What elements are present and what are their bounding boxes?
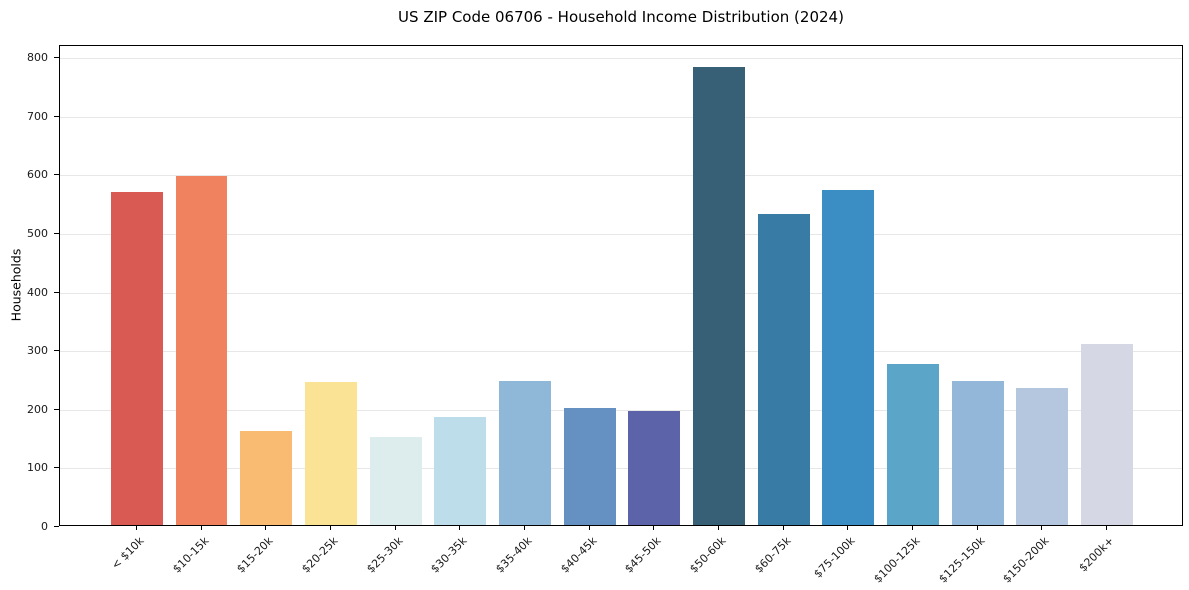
gridline-y600: [60, 175, 1182, 177]
x-tick-mark: [135, 526, 137, 530]
y-tick-mark: [54, 174, 59, 176]
x-tick-mark: [200, 526, 202, 530]
y-tick-label: 300: [27, 344, 48, 358]
y-tick-mark: [54, 350, 59, 352]
x-tick-mark: [718, 526, 719, 530]
y-tick-mark: [54, 57, 59, 58]
bar-$40-45k: [563, 407, 616, 525]
x-tick-mark: [523, 526, 525, 530]
x-tick-mark: [976, 526, 978, 530]
gridline-y200: [60, 409, 1182, 411]
bar-$10-15k: [175, 176, 228, 525]
y-tick-label: 700: [27, 109, 48, 123]
bar-$200k+: [1081, 344, 1133, 525]
bar-$50-60k: [693, 66, 745, 525]
y-tick-label: 0: [41, 520, 48, 533]
y-tick-label: 500: [27, 226, 48, 240]
gridline-y300: [60, 351, 1182, 353]
y-tick-label: 400: [27, 285, 48, 299]
x-tick-mark: [329, 526, 331, 530]
y-tick-label: 100: [27, 461, 48, 475]
bar-$45-50k: [628, 410, 681, 525]
y-tick-mark: [54, 526, 59, 527]
y-tick-label: 600: [27, 168, 48, 182]
bar-$100-125k: [887, 364, 939, 525]
y-tick-mark: [54, 232, 59, 234]
bar-$25-30k: [369, 437, 422, 525]
gridline-y400: [60, 292, 1182, 294]
chart-title: US ZIP Code 06706 - Household Income Dis…: [398, 8, 844, 26]
bar-$60-75k: [757, 214, 810, 525]
y-tick-mark: [54, 408, 59, 410]
gridline-y500: [60, 233, 1182, 235]
bar-$35-40k: [499, 381, 551, 525]
gridline-y100: [60, 468, 1182, 470]
y-tick-label: 800: [27, 51, 48, 64]
y-tick-mark: [54, 291, 59, 293]
x-tick-mark: [782, 526, 784, 530]
bar-$15-20k: [240, 431, 293, 525]
gridline-y700: [60, 116, 1182, 118]
x-tick-mark: [265, 526, 267, 530]
x-tick-mark: [847, 526, 849, 530]
x-tick-mark: [459, 526, 461, 530]
x-tick-mark: [1106, 526, 1108, 530]
bar-$75-100k: [822, 190, 875, 525]
y-tick-mark: [54, 115, 59, 117]
x-tick-mark: [912, 526, 914, 530]
x-tick-mark: [588, 526, 590, 530]
bar-$125-150k: [951, 381, 1004, 525]
x-tick-mark: [394, 526, 396, 530]
x-tick-label: < $10k: [108, 534, 147, 572]
gridline-y800: [60, 58, 1182, 59]
bar-$20-25k: [305, 381, 357, 525]
y-tick-mark: [54, 467, 59, 469]
bar-$150-200k: [1016, 388, 1069, 525]
bar-< $10k: [111, 192, 163, 525]
x-tick-mark: [653, 526, 655, 530]
x-tick-mark: [1041, 526, 1043, 530]
y-tick-label: 200: [27, 402, 48, 416]
bar-$30-35k: [434, 417, 487, 525]
y-axis-label: Households: [8, 248, 24, 322]
plot-area: [59, 45, 1183, 526]
